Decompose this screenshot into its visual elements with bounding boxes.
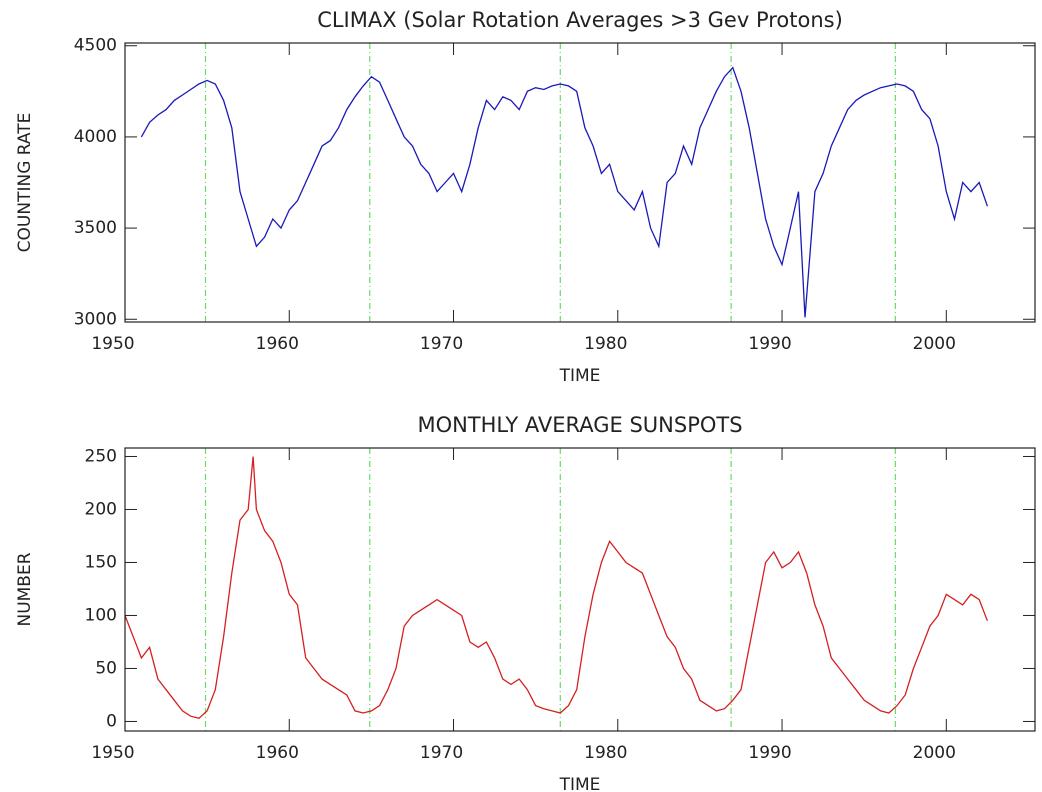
y-tick-label: 250 [85, 446, 117, 466]
plot-frame [124, 447, 1036, 732]
y-axis-label: COUNTING RATE [15, 113, 35, 253]
x-tick-label: 1990 [748, 743, 791, 763]
y-tick-label: 50 [95, 658, 117, 678]
y-tick-label: 150 [85, 552, 117, 572]
y-axis-label: NUMBER [15, 552, 35, 626]
x-tick-label: 2000 [913, 743, 956, 763]
x-tick-label: 1950 [91, 743, 134, 763]
y-tick-label: 3000 [74, 309, 117, 329]
data-line [140, 66, 989, 318]
y-tick-label: 0 [106, 711, 117, 731]
x-tick-label: 1960 [256, 743, 299, 763]
x-tick-label: 1990 [748, 334, 791, 354]
x-tick-label: 1980 [584, 334, 627, 354]
x-tick-label: 1970 [420, 334, 463, 354]
x-tick-label: 1950 [91, 334, 134, 354]
y-tick-label: 4500 [74, 36, 117, 56]
x-axis-label: TIME [559, 366, 601, 386]
x-tick-label: 1980 [584, 743, 627, 763]
x-tick-label: 1960 [256, 334, 299, 354]
y-tick-label: 200 [85, 499, 117, 519]
x-tick-label: 2000 [913, 334, 956, 354]
y-tick-label: 4000 [74, 127, 117, 147]
y-tick-label: 100 [85, 605, 117, 625]
chart-title: CLIMAX (Solar Rotation Averages >3 Gev P… [317, 8, 843, 32]
x-axis-label: TIME [559, 775, 601, 792]
plot-frame [124, 42, 1036, 323]
data-line [124, 456, 989, 720]
y-tick-label: 3500 [74, 218, 117, 238]
chart-title: MONTHLY AVERAGE SUNSPOTS [417, 413, 742, 437]
x-tick-label: 1970 [420, 743, 463, 763]
